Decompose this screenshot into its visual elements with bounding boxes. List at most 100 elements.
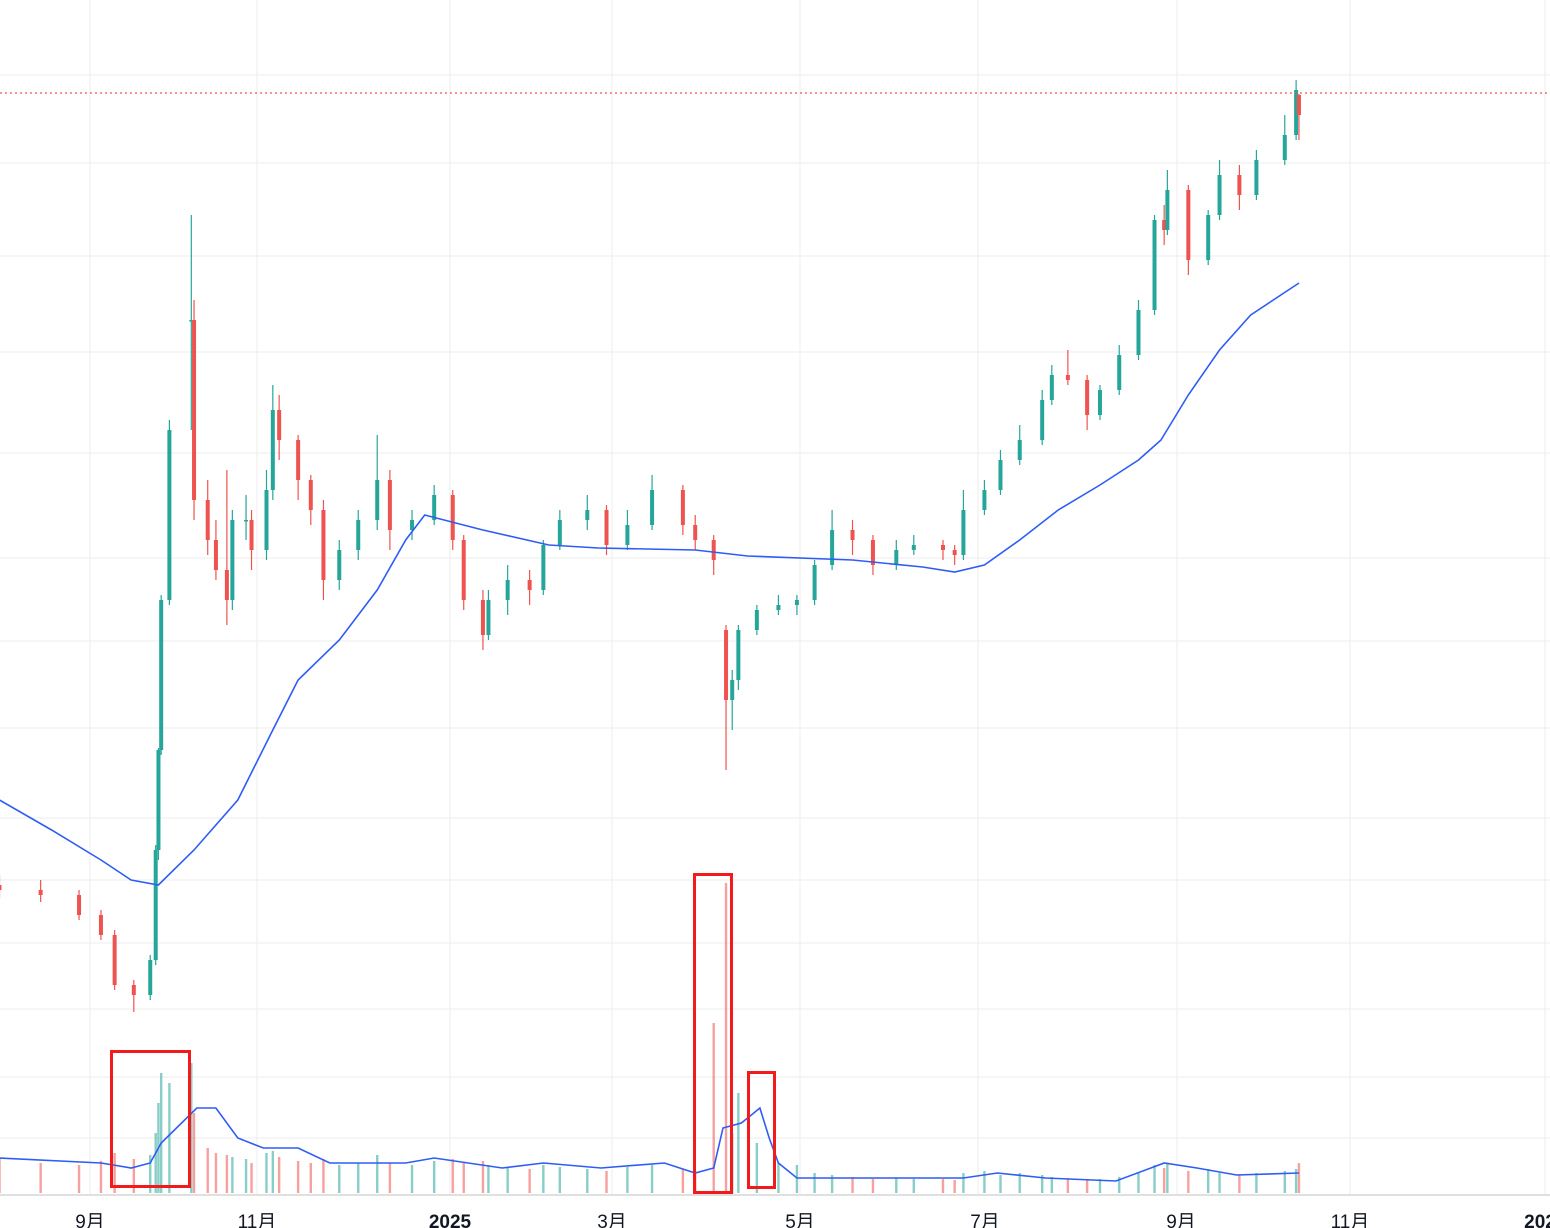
- volume-bar: [192, 1113, 196, 1193]
- volume-bar: [1162, 1168, 1166, 1193]
- volume-bar: [712, 1023, 715, 1193]
- volume-bar: [895, 1178, 898, 1193]
- candle-body: [321, 510, 326, 580]
- volume-bar: [0, 1158, 1, 1193]
- candle-body: [244, 520, 249, 522]
- candle-body: [1294, 90, 1299, 135]
- volume-bar: [1166, 1163, 1169, 1193]
- candle-body: [0, 885, 2, 890]
- candle-body: [1049, 375, 1054, 400]
- volume-bar: [206, 1148, 209, 1193]
- candle-body: [296, 440, 301, 480]
- candle-body: [38, 890, 43, 895]
- candle-body: [213, 540, 218, 570]
- volume-bar: [39, 1163, 42, 1193]
- candle-body: [249, 520, 254, 550]
- candle-body: [308, 480, 313, 510]
- candle-body: [264, 490, 269, 550]
- candle-body: [192, 320, 197, 500]
- volume-bar: [830, 1175, 834, 1193]
- volume-bar: [190, 1063, 193, 1193]
- volume-bar: [851, 1177, 854, 1193]
- volume-bar: [309, 1163, 312, 1193]
- volume-bar: [724, 883, 728, 1193]
- volume-bar: [605, 1171, 608, 1193]
- volume-bar: [225, 1155, 229, 1193]
- volume-bars: [0, 883, 1301, 1193]
- volume-bar: [388, 1163, 392, 1193]
- x-tick-label: 9月: [75, 1212, 105, 1228]
- volume-bar: [1218, 1173, 1221, 1193]
- candle-body: [812, 565, 817, 600]
- volume-bar: [432, 1161, 436, 1193]
- volume-bar: [214, 1153, 218, 1193]
- volume-bar: [586, 1169, 589, 1193]
- candle-body: [224, 570, 229, 600]
- volume-bar: [795, 1165, 799, 1193]
- candle-body: [1296, 95, 1301, 115]
- candle-body: [410, 520, 415, 530]
- candle-body: [505, 580, 510, 600]
- volume-bar: [1255, 1173, 1258, 1193]
- volume-bar: [871, 1179, 875, 1193]
- candle-body: [131, 985, 136, 995]
- candle-body: [1186, 190, 1191, 260]
- volume-bar: [1050, 1177, 1054, 1193]
- x-tick-label: 5月: [785, 1212, 815, 1228]
- volume-bar: [77, 1165, 81, 1193]
- candle-body: [1136, 310, 1141, 355]
- volume-bar: [99, 1161, 103, 1193]
- volume-highlight-box: [693, 873, 733, 1194]
- candle-body: [167, 430, 172, 600]
- candle-body: [277, 410, 282, 440]
- candle-body: [205, 500, 210, 540]
- volume-bar: [462, 1163, 465, 1193]
- candle-body: [1017, 440, 1022, 460]
- volume-bar: [132, 1159, 136, 1193]
- candle-body: [911, 545, 916, 550]
- candle-body: [1165, 190, 1170, 230]
- x-tick-label: 3月: [597, 1212, 627, 1228]
- volume-bar: [296, 1161, 300, 1193]
- candle-body: [1097, 390, 1102, 415]
- candle-body: [148, 960, 153, 995]
- candle-body: [432, 495, 437, 520]
- candle-body: [680, 490, 685, 525]
- candle-body: [1152, 220, 1157, 310]
- volume-bar: [1085, 1179, 1089, 1193]
- volume-bar: [962, 1173, 965, 1193]
- candles: [0, 80, 1301, 1012]
- volume-bar: [506, 1167, 509, 1193]
- candle-body: [189, 320, 194, 322]
- volume-bar: [626, 1167, 629, 1193]
- candle-body: [982, 490, 987, 510]
- volume-bar: [149, 1155, 152, 1193]
- candle-body: [1040, 400, 1045, 440]
- volume-bar: [755, 1143, 759, 1193]
- volume-bar: [113, 1153, 116, 1193]
- candle-body: [1237, 175, 1242, 195]
- volume-bar: [1118, 1177, 1121, 1193]
- candle-body: [585, 510, 590, 520]
- candle-body: [527, 580, 532, 590]
- candle-body: [557, 520, 562, 545]
- volume-bar: [542, 1165, 545, 1193]
- time-axis[interactable]: 9月 11月 2025 3月 5月 7月 9月 11月 202: [75, 1212, 1550, 1228]
- x-tick-label: 7月: [970, 1212, 1000, 1228]
- volume-bar: [322, 1159, 325, 1193]
- volume-bar: [159, 1073, 163, 1193]
- volume-bar: [1238, 1175, 1241, 1193]
- volume-bar: [277, 1157, 281, 1193]
- candle-body: [730, 680, 735, 700]
- candle-body: [156, 750, 161, 850]
- candle-body: [541, 545, 546, 590]
- candle-body: [724, 630, 729, 700]
- volume-bar: [1018, 1173, 1021, 1193]
- candle-body: [1254, 160, 1259, 195]
- candle-body: [1117, 355, 1122, 390]
- candle-body: [98, 915, 103, 935]
- candle-body: [693, 525, 698, 540]
- x-tick-label: 9月: [1166, 1212, 1196, 1228]
- candle-body: [650, 490, 655, 525]
